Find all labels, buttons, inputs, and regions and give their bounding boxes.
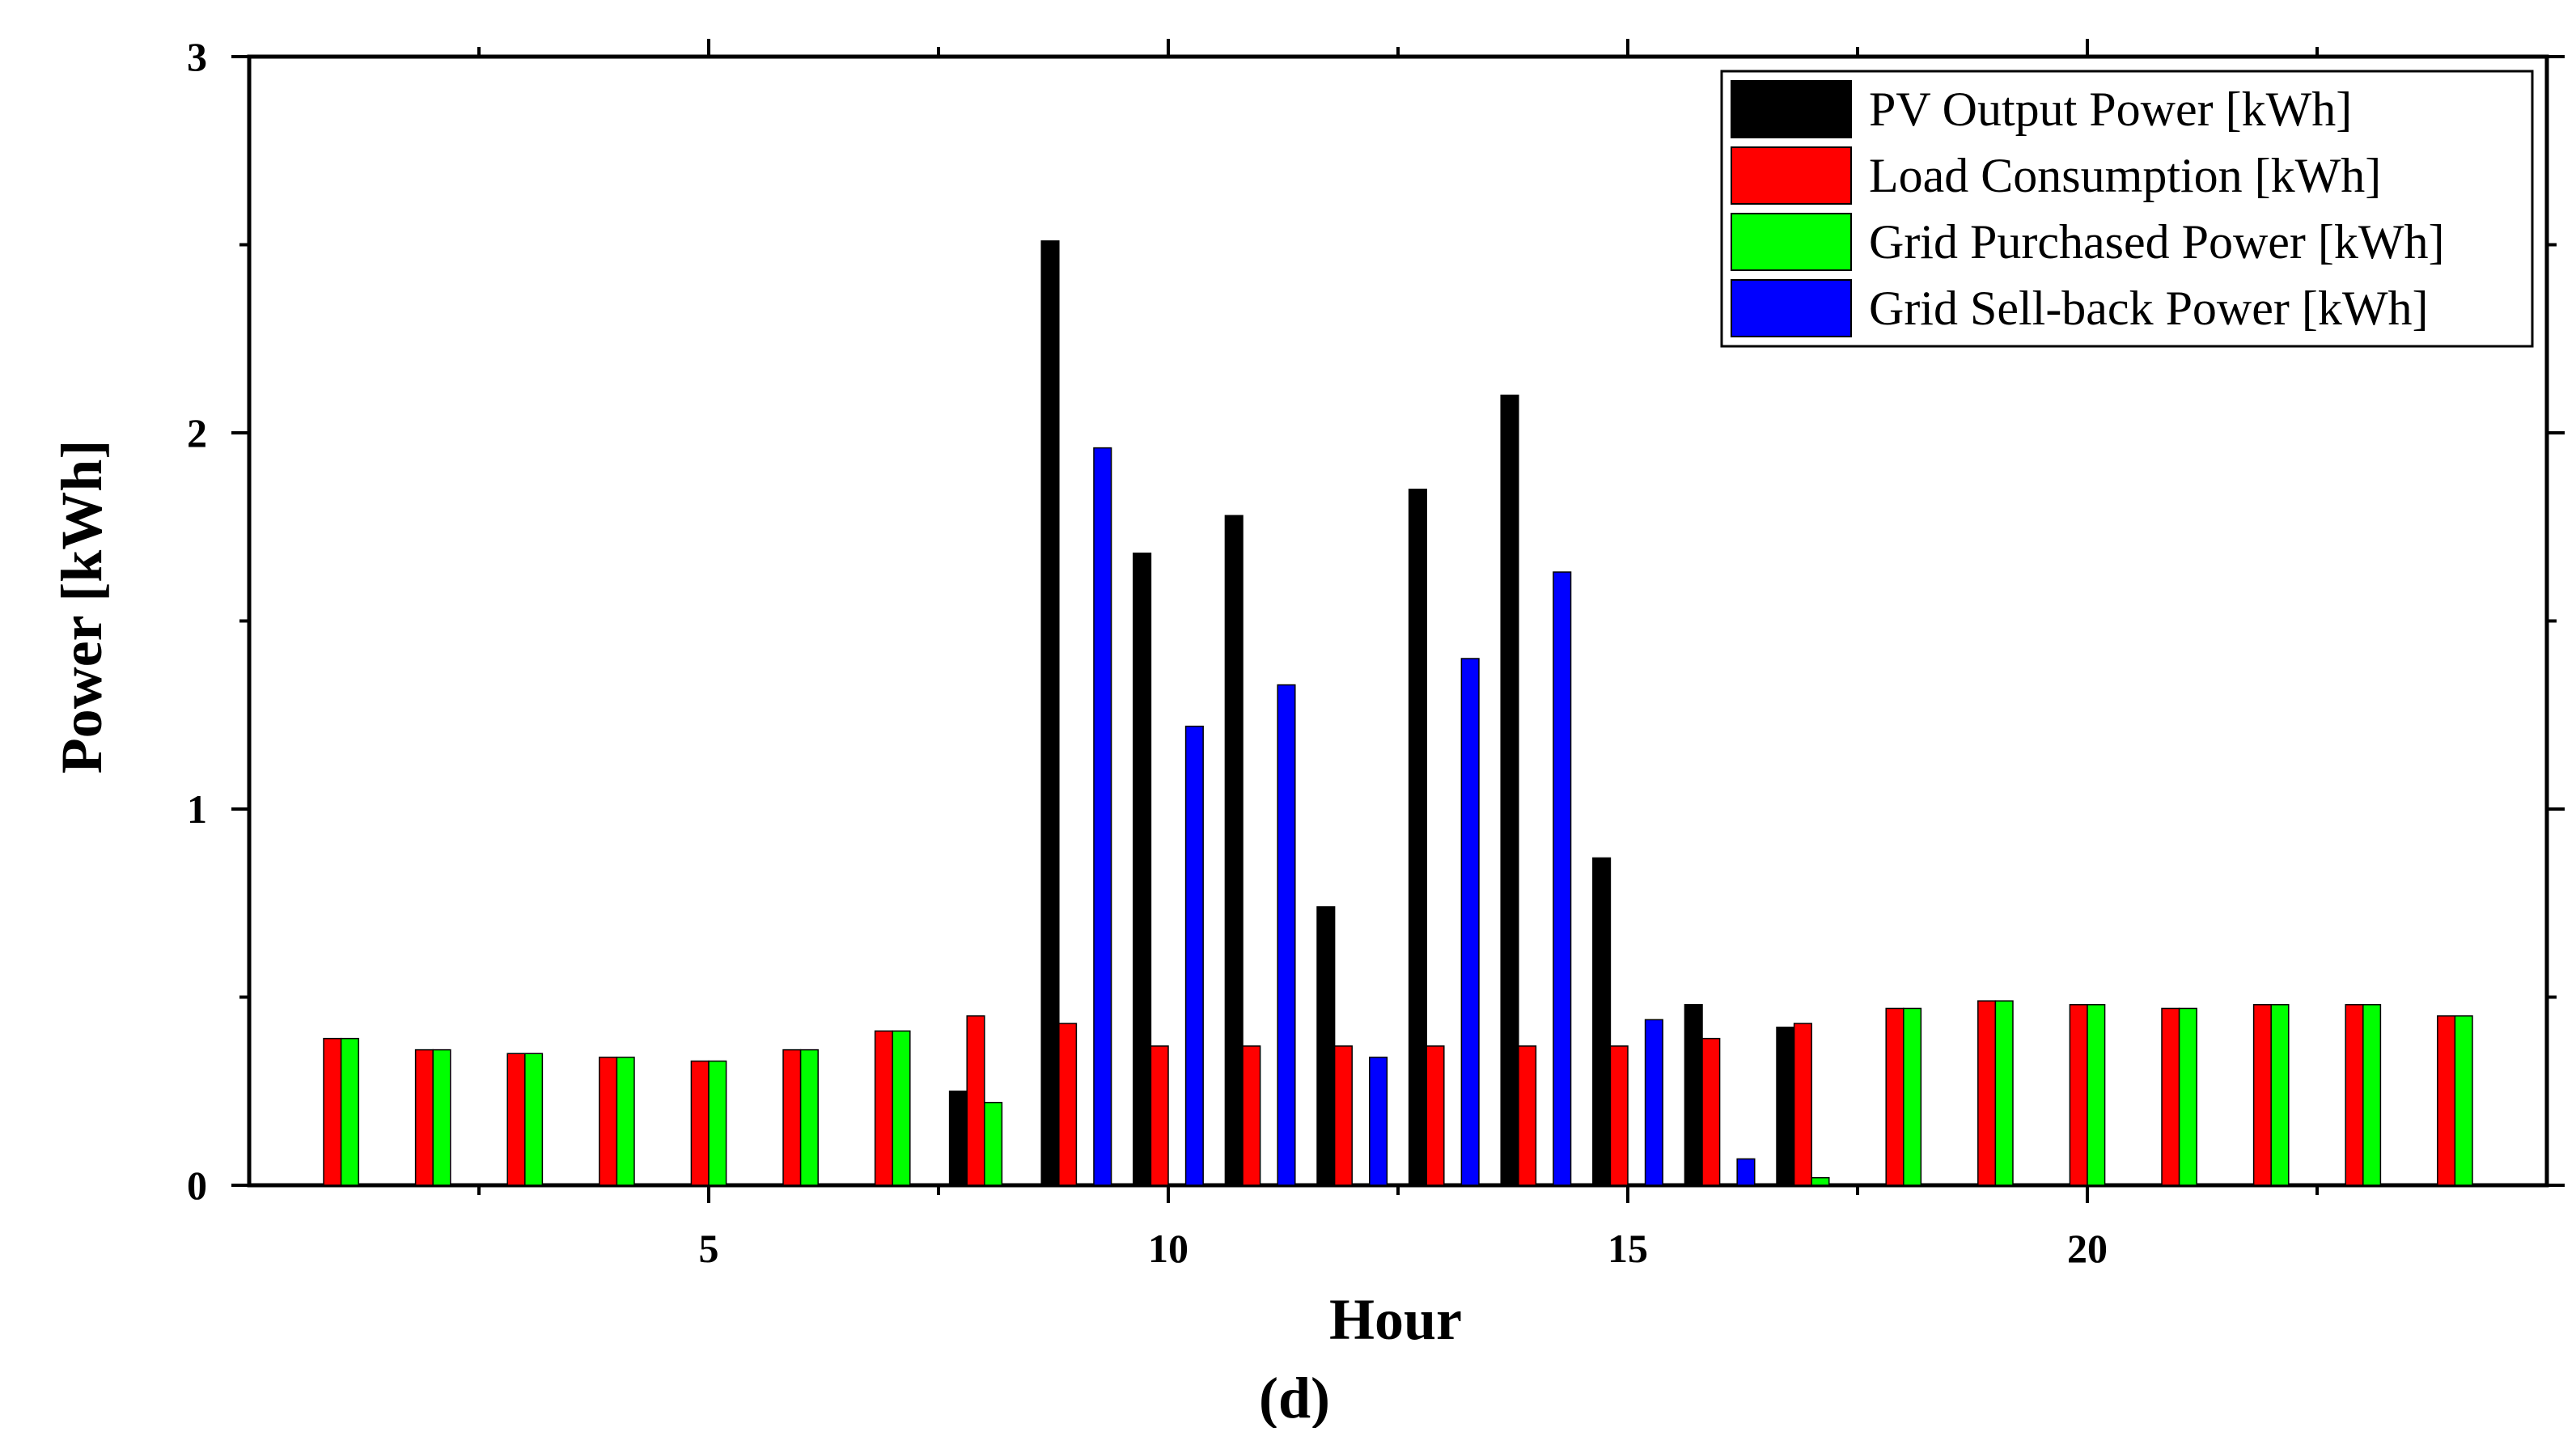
bar	[1518, 1045, 1537, 1186]
bar	[1333, 1045, 1353, 1186]
bar	[1040, 240, 1060, 1186]
bar	[1776, 1026, 1795, 1186]
bar	[2437, 1015, 2456, 1186]
x-tick-label: 15	[1608, 1226, 1648, 1271]
bar	[1150, 1045, 1169, 1186]
bar	[984, 1101, 1003, 1186]
legend-swatch	[1731, 146, 1852, 205]
bar	[2345, 1004, 2364, 1186]
bar	[599, 1057, 618, 1186]
legend-swatch	[1731, 80, 1852, 138]
bar	[1242, 1045, 1261, 1186]
bar	[1903, 1007, 1922, 1186]
bar	[799, 1049, 819, 1186]
bar	[1736, 1158, 1756, 1186]
bar	[1369, 1057, 1388, 1186]
bar	[1224, 515, 1244, 1186]
legend-entry: Grid Purchased Power [kWh]	[1869, 215, 2444, 269]
bar	[1408, 489, 1427, 1186]
bar	[1701, 1037, 1721, 1186]
bar	[782, 1049, 802, 1186]
bar	[2178, 1007, 2197, 1186]
bar	[1994, 1000, 2014, 1186]
bar	[2161, 1007, 2180, 1186]
y-tick-label: 0	[187, 1163, 207, 1208]
bar	[1500, 394, 1519, 1186]
bar	[1885, 1007, 1904, 1186]
bar	[1460, 658, 1480, 1186]
bar	[1316, 906, 1336, 1186]
bar	[690, 1060, 710, 1186]
bar	[892, 1030, 911, 1186]
legend-entry: PV Output Power [kWh]	[1869, 83, 2352, 136]
bar	[948, 1091, 968, 1186]
bar	[1553, 571, 1572, 1186]
bar	[432, 1049, 451, 1186]
plot-area: 5 10 15 20 0 1 2 3	[187, 34, 2565, 1271]
legend-box	[1720, 70, 2534, 348]
bar	[708, 1060, 727, 1186]
bar	[2454, 1015, 2473, 1186]
bar	[1133, 553, 1152, 1186]
legend-entry: Load Consumption [kWh]	[1869, 149, 2381, 202]
bar	[616, 1057, 635, 1186]
bar	[1793, 1023, 1812, 1186]
legend-entry: Grid Sell-back Power [kWh]	[1869, 282, 2428, 335]
x-tick-label: 20	[2067, 1226, 2108, 1271]
x-axis-title: Hour	[1329, 1287, 1462, 1352]
bar	[1592, 857, 1612, 1186]
bar	[1093, 447, 1112, 1186]
y-tick-label: 3	[187, 34, 207, 79]
figure-caption: (d)	[1259, 1366, 1330, 1428]
bar	[1184, 725, 1204, 1186]
bar	[2252, 1004, 2272, 1186]
bar	[340, 1037, 359, 1186]
bar	[1977, 1000, 1997, 1186]
bar	[323, 1037, 342, 1186]
bar	[966, 1015, 985, 1186]
bar	[414, 1049, 434, 1186]
x-tick-label: 5	[699, 1226, 719, 1271]
bar	[1644, 1019, 1663, 1186]
bar	[874, 1030, 893, 1186]
x-tick-label: 10	[1148, 1226, 1188, 1271]
bar	[524, 1053, 544, 1186]
bar	[1058, 1023, 1078, 1186]
bar	[1277, 684, 1296, 1186]
y-axis-title: Power [kWh]	[49, 440, 114, 774]
y-tick-label: 2	[187, 410, 207, 455]
bar	[506, 1053, 526, 1186]
y-tick-label: 1	[187, 786, 207, 832]
legend-swatch	[1731, 213, 1852, 271]
bar	[2069, 1004, 2088, 1186]
bar	[2270, 1004, 2290, 1186]
bar	[1684, 1004, 1703, 1186]
legend: PV Output Power [kWh] Load Consumption [k…	[1720, 70, 2534, 348]
legend-swatch	[1731, 279, 1852, 337]
bar	[1811, 1176, 1830, 1186]
bar	[1426, 1045, 1445, 1186]
bar	[2362, 1004, 2382, 1186]
bar	[2087, 1004, 2106, 1186]
bar	[1609, 1045, 1629, 1186]
